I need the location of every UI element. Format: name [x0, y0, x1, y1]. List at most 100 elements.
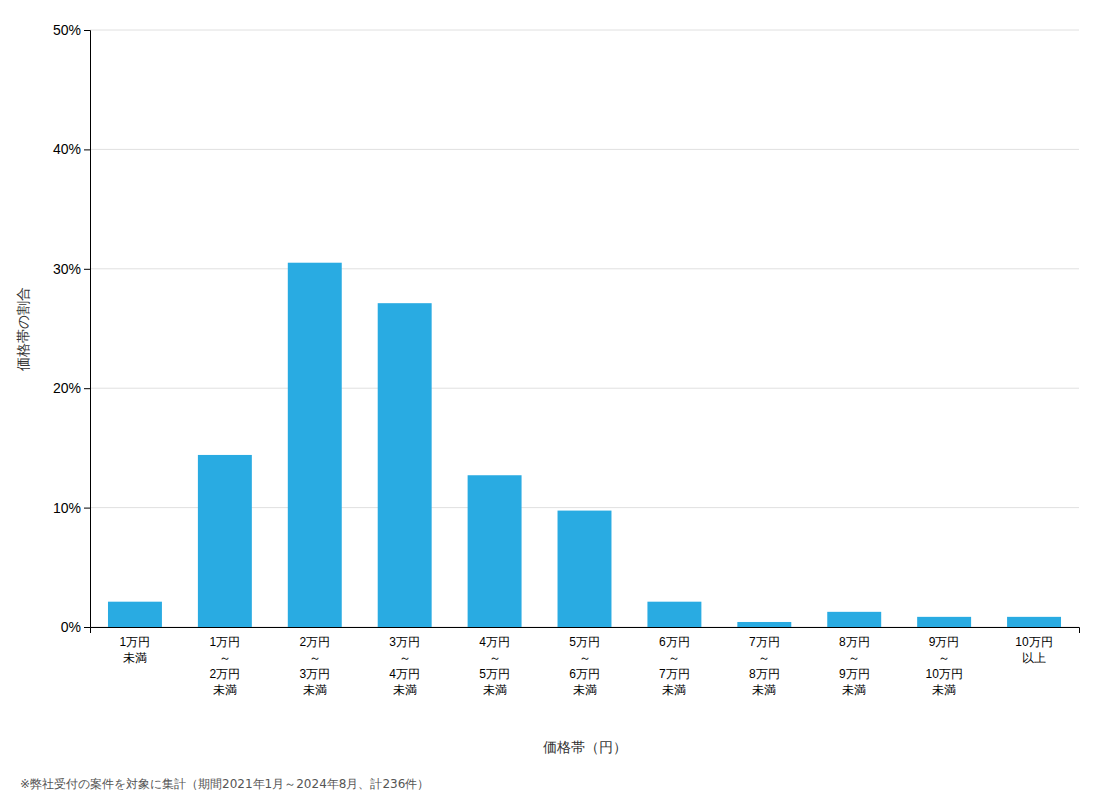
x-tick-label: 9万円 ～ 10万円未満	[925, 635, 962, 698]
y-axis-title: 価格帯の割合	[15, 287, 31, 371]
x-tick: 3万円～4万円未満	[389, 635, 420, 698]
x-tick: 2万円 ～ 3万円未満	[299, 635, 330, 698]
bar	[558, 511, 612, 627]
x-tick-label-line: 3万円	[389, 635, 420, 649]
plot: 0%10%20%30%40%50%1万円未満1万円～2万円未満2万円～3万円未満…	[53, 22, 1080, 697]
x-tick: 1万円未満	[120, 635, 151, 665]
x-tick: 5万円 ～ 6万円未満	[569, 635, 600, 698]
bar	[198, 455, 252, 627]
x-tick-label: 3万円～4万円未満	[389, 635, 420, 698]
y-tick-mark	[84, 627, 90, 628]
x-tick-label: 8万円～9万円未満	[839, 635, 870, 698]
y-tick-label: 10%	[53, 500, 81, 516]
y-tick: 10%	[53, 500, 90, 516]
x-tick-label-line: 未満	[573, 683, 597, 697]
x-tick-label-line: 未満	[752, 683, 776, 697]
bar	[108, 602, 162, 627]
y-tick-mark	[84, 30, 90, 31]
y-tick: 40%	[53, 141, 90, 157]
x-tick-label-line: ～	[489, 651, 501, 665]
bar	[1007, 617, 1061, 627]
footnote: ※弊社受付の案件を対象に集計（期間2021年1月～2024年8月、計236件）	[20, 777, 429, 791]
x-tick-label-line: 6万円	[659, 635, 690, 649]
x-tick-label-line: 未満	[303, 683, 327, 697]
bar	[647, 602, 701, 627]
x-tick-label-line: 5万円	[479, 667, 510, 681]
y-tick: 0%	[61, 619, 90, 635]
x-tick-label-line: 7万円	[659, 667, 690, 681]
x-tick-label-line: ～	[938, 651, 950, 665]
x-tick-label-line: 未満	[393, 683, 417, 697]
x-tick-label-line: 4万円	[479, 635, 510, 649]
x-tick-label: 7万円 ～ 8万円未満	[749, 635, 780, 698]
x-tick-label-line: 未満	[932, 683, 956, 697]
bar	[288, 263, 342, 627]
x-tick: 8万円～9万円未満	[839, 635, 870, 698]
chart: 0%10%20%30%40%50%1万円未満1万円～2万円未満2万円～3万円未満…	[0, 0, 1109, 802]
x-tick-label-line: ～	[219, 651, 231, 665]
y-tick-label: 40%	[53, 141, 81, 157]
x-tick-label: 2万円 ～ 3万円未満	[299, 635, 330, 698]
bar	[737, 622, 791, 627]
x-tick-label-line: 3万円	[299, 667, 330, 681]
grid-line	[90, 388, 1079, 389]
grid-line	[90, 268, 1079, 269]
x-tick-label: 1万円未満	[120, 635, 151, 665]
x-tick-label-line: 1万円	[120, 635, 151, 649]
y-tick-mark	[84, 508, 90, 509]
x-tick: 7万円 ～ 8万円未満	[749, 635, 780, 698]
x-tick-label-line: 2万円	[299, 635, 330, 649]
x-tick-label-line: ～	[309, 651, 321, 665]
x-tick-label: 4万円～5万円未満	[479, 635, 510, 698]
x-tick-label-line: 未満	[842, 683, 866, 697]
y-tick-mark	[84, 388, 90, 389]
x-axis-title: 価格帯（円）	[543, 739, 627, 755]
bar	[827, 612, 881, 627]
x-tick: 6万円 ～ 7万円未満	[659, 635, 690, 698]
x-tick: 1万円 ～ 2万円未満	[210, 635, 241, 698]
x-tick-label-line: 10万円	[1015, 635, 1052, 649]
x-tick-label-line: 未満	[123, 651, 147, 665]
x-tick-label: 5万円 ～ 6万円未満	[569, 635, 600, 698]
x-axis: 1万円未満1万円～2万円未満2万円～3万円未満3万円～4万円未満4万円～5万円未…	[91, 628, 1080, 698]
x-tick-label-line: 4万円	[389, 667, 420, 681]
x-tick-label-line: 9万円	[929, 635, 960, 649]
x-tick-label: 10万円以上	[1015, 635, 1052, 665]
y-tick-label: 30%	[53, 261, 81, 277]
x-tick-label-line: 8万円	[839, 635, 870, 649]
bar	[378, 303, 432, 627]
x-tick-label: 1万円 ～ 2万円未満	[210, 635, 241, 698]
x-tick-label-line: ～	[668, 651, 680, 665]
x-tick: 4万円～5万円未満	[479, 635, 510, 698]
x-tick-label-line: 1万円	[210, 635, 241, 649]
x-tick-label-line: ～	[579, 651, 591, 665]
x-tick-label-line: 10万円	[925, 667, 962, 681]
x-tick: 9万円 ～ 10万円未満	[925, 635, 962, 698]
x-tick: 10万円以上	[1015, 635, 1052, 665]
y-tick: 20%	[53, 380, 90, 396]
y-tick-label: 20%	[53, 380, 81, 396]
x-tick-label: 6万円 ～ 7万円未満	[659, 635, 690, 698]
x-tick-label-line: 7万円	[749, 635, 780, 649]
x-tick-label-line: 5万円	[569, 635, 600, 649]
x-tick-label-line: 未満	[213, 683, 237, 697]
y-tick: 50%	[53, 22, 90, 38]
y-tick-mark	[84, 149, 90, 150]
x-tick-label-line: 2万円	[210, 667, 241, 681]
y-axis-line	[84, 31, 91, 628]
x-axis-line	[91, 628, 1080, 634]
bars	[108, 263, 1061, 627]
x-tick-label-line: 6万円	[569, 667, 600, 681]
y-tick-label: 50%	[53, 22, 81, 38]
y-tick-mark	[84, 269, 90, 270]
y-tick-label: 0%	[61, 619, 81, 635]
grid-line	[90, 30, 1079, 31]
grid	[90, 30, 1079, 627]
x-tick-label-line: ～	[758, 651, 770, 665]
grid-line	[90, 149, 1079, 150]
y-tick: 30%	[53, 261, 90, 277]
bar	[468, 475, 522, 627]
x-tick-label-line: 未満	[662, 683, 686, 697]
x-tick-label-line: 8万円	[749, 667, 780, 681]
y-axis: 0% 10% 20% 30% 40% 50%	[53, 22, 91, 635]
